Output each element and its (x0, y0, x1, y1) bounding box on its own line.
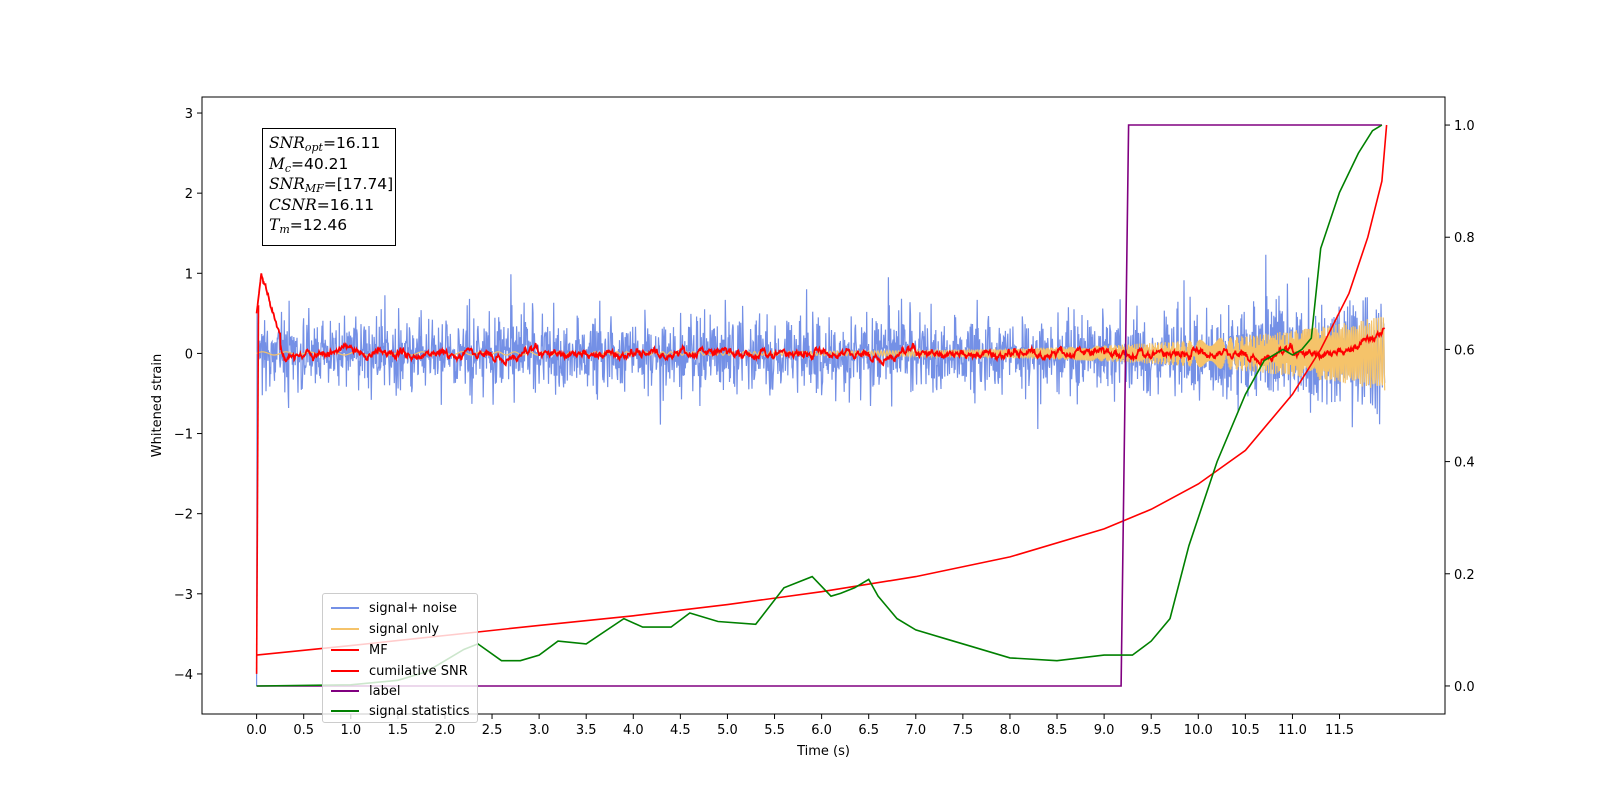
annotation-csnr: CSNR=16.11 (269, 195, 395, 216)
legend-item-signal-only: signal only (331, 619, 439, 639)
legend-label-signal-noise: signal+ noise (369, 600, 458, 616)
x-tick-label: 4.5 (670, 723, 691, 738)
y2-tick-label: 0.2 (1454, 568, 1475, 583)
legend-swatch-cumulative-snr (331, 670, 359, 672)
annotation-snr-opt-value: =16.11 (322, 134, 381, 152)
annotation-mc-subscript: c (284, 161, 292, 175)
x-tick-label: 10.0 (1184, 723, 1213, 738)
x-tick-label: 2.5 (482, 723, 503, 738)
legend: signal+ noise signal only MF cumilative … (322, 593, 478, 723)
annotation-mc-value: =40.21 (291, 154, 349, 173)
x-tick-label: 5.0 (717, 723, 738, 738)
y-tick-label: −1 (174, 428, 193, 443)
y2-tick-label: 0.0 (1454, 680, 1475, 695)
legend-swatch-signal-statistics (331, 710, 359, 712)
x-tick-label: 1.5 (388, 723, 409, 738)
y-tick-label: 0 (185, 347, 193, 362)
legend-swatch-mf (331, 649, 359, 651)
y-tick-label: −4 (174, 668, 193, 683)
y2-tick-label: 0.4 (1454, 456, 1475, 471)
y2-tick-label: 0.8 (1454, 231, 1475, 246)
y-tick-label: 3 (185, 107, 193, 122)
series-signal-noise-line (256, 254, 1386, 687)
x-tick-label: 0.0 (246, 723, 267, 738)
x-tick-label: 0.5 (293, 723, 314, 738)
y2-tick-label: 1.0 (1454, 119, 1475, 134)
x-tick-label: 11.5 (1325, 723, 1354, 738)
annotation-tm-symbol: T (269, 216, 280, 234)
annotation-snr-mf-symbol: SNR (269, 175, 305, 193)
signal-layer (255, 254, 1386, 687)
y-axis-title: Whitened strain (150, 354, 165, 457)
y-tick-label: 2 (185, 187, 193, 202)
x-tick-label: 9.0 (1094, 723, 1115, 738)
annotation-csnr-symbol: CSNR (269, 195, 317, 214)
series-cumulative-snr-line (256, 124, 1388, 656)
plot-frame (201, 96, 1446, 715)
x-tick-label: 6.5 (858, 723, 879, 738)
annotation-mc-symbol: M (269, 154, 285, 173)
series-mf-line (255, 273, 1386, 367)
annotation-snr-mf-value: =[17.74] (323, 175, 394, 193)
series-mf-initial-segment (255, 305, 260, 674)
y-tick-label: 1 (185, 267, 193, 282)
annotation-snr-mf-subscript: MF (304, 182, 324, 195)
series-signal-statistics-line (256, 124, 1383, 687)
legend-swatch-label (331, 690, 359, 692)
legend-label-label: label (369, 683, 401, 699)
legend-label-mf: MF (369, 642, 388, 658)
x-tick-label: 10.5 (1231, 723, 1260, 738)
legend-item-cumulative-snr: cumilative SNR (331, 661, 468, 681)
annotation-snr-opt-symbol: SNR (269, 134, 305, 152)
legend-item-signal-statistics: signal statistics (331, 701, 470, 721)
annotation-box: SNRopt=16.11 Mc=40.21 SNRMF=[17.74] CSNR… (262, 128, 396, 246)
x-tick-label: 7.5 (953, 723, 974, 738)
legend-swatch-signal-only (331, 628, 359, 630)
x-tick-label: 6.0 (811, 723, 832, 738)
legend-label-cumulative-snr: cumilative SNR (369, 663, 468, 679)
legend-label-signal-only: signal only (369, 621, 440, 637)
annotation-mc: Mc=40.21 (269, 154, 395, 175)
x-tick-label: 1.0 (340, 723, 361, 738)
x-tick-label: 3.0 (529, 723, 550, 738)
annotation-csnr-value: =16.11 (316, 195, 375, 214)
x-tick-label: 7.0 (905, 723, 926, 738)
annotation-snr-opt: SNRopt=16.11 (269, 133, 395, 154)
series-label-line (256, 124, 1382, 687)
right-axis-series-layer (255, 124, 1388, 687)
legend-item-label: label (331, 681, 400, 701)
x-tick-label: 3.5 (576, 723, 597, 738)
annotation-tm: Tm=12.46 (269, 215, 395, 236)
annotation-tm-value: =12.46 (289, 216, 348, 234)
y-tick-label: −2 (174, 508, 193, 523)
annotation-tm-subscript: m (279, 223, 290, 236)
x-tick-label: 8.5 (1047, 723, 1068, 738)
legend-label-signal-statistics: signal statistics (369, 703, 470, 719)
annotation-snr-mf: SNRMF=[17.74] (269, 174, 395, 195)
x-tick-label: 5.5 (764, 723, 785, 738)
legend-item-signal-noise: signal+ noise (331, 598, 457, 618)
y-tick-label: −3 (174, 588, 193, 603)
y2-tick-label: 0.6 (1454, 343, 1475, 358)
x-tick-label: 11.0 (1278, 723, 1307, 738)
legend-swatch-signal-noise (331, 607, 359, 609)
x-tick-label: 8.0 (1000, 723, 1021, 738)
x-tick-label: 2.0 (435, 723, 456, 738)
annotation-snr-opt-subscript: opt (304, 141, 323, 154)
x-axis-title: Time (s) (796, 744, 850, 759)
legend-item-mf: MF (331, 640, 388, 660)
axes-layer: 0.0 0.5 1.0 1.5 2.0 2.5 3.0 3.5 4.0 4.5 5.0 5.5 6.0 6… (150, 96, 1475, 759)
x-tick-label: 4.0 (623, 723, 644, 738)
x-tick-label: 9.5 (1141, 723, 1162, 738)
